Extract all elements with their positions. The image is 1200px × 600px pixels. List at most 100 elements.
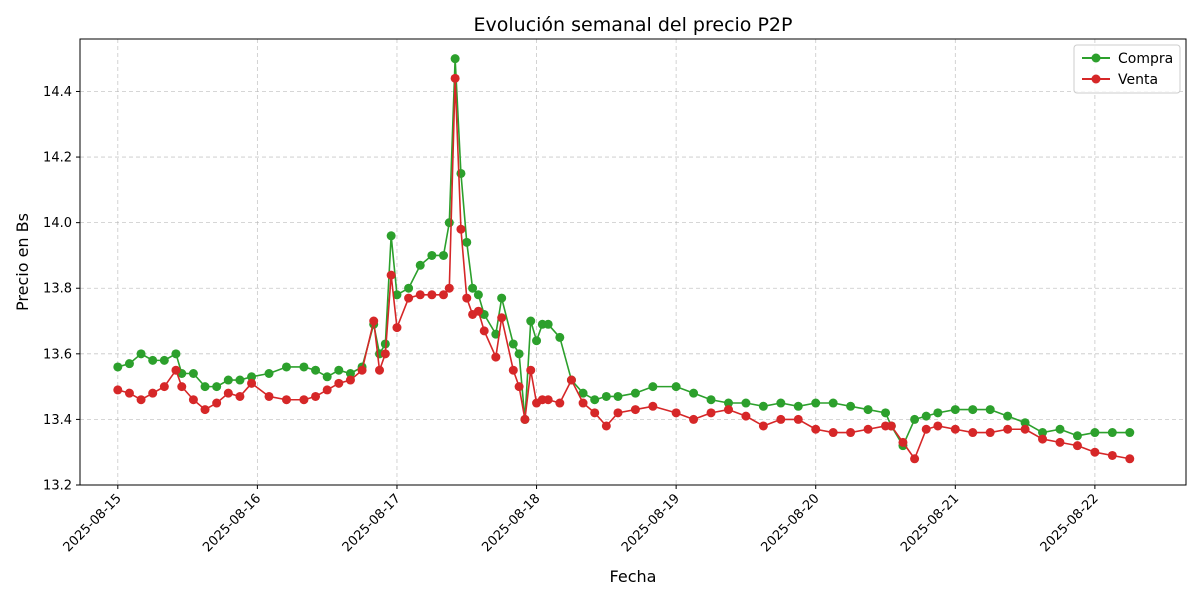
data-point-compra bbox=[950, 405, 960, 415]
data-point-compra bbox=[648, 382, 658, 392]
data-point-venta bbox=[648, 401, 658, 411]
data-point-venta bbox=[212, 398, 222, 408]
data-point-venta bbox=[386, 270, 396, 280]
data-point-compra bbox=[334, 365, 344, 375]
data-point-compra bbox=[630, 388, 640, 398]
data-point-venta bbox=[345, 375, 355, 385]
data-point-compra bbox=[532, 336, 542, 346]
data-point-venta bbox=[281, 395, 291, 405]
data-point-compra bbox=[281, 362, 291, 372]
data-point-compra bbox=[322, 372, 332, 382]
data-point-compra bbox=[223, 375, 233, 385]
data-point-compra bbox=[235, 375, 245, 385]
data-point-venta bbox=[427, 290, 437, 300]
data-point-venta bbox=[299, 395, 309, 405]
data-point-compra bbox=[811, 398, 821, 408]
data-point-compra bbox=[462, 237, 472, 247]
data-point-compra bbox=[793, 401, 803, 411]
data-point-compra bbox=[846, 401, 856, 411]
data-point-compra bbox=[590, 395, 600, 405]
data-point-compra bbox=[526, 316, 536, 326]
data-point-venta bbox=[1125, 454, 1135, 464]
data-point-compra bbox=[881, 408, 891, 418]
data-point-compra bbox=[933, 408, 943, 418]
legend: Compra Venta bbox=[1073, 44, 1181, 94]
legend-marker-compra bbox=[1091, 53, 1101, 63]
data-point-venta bbox=[671, 408, 681, 418]
data-point-venta bbox=[811, 424, 821, 434]
data-point-venta bbox=[898, 437, 908, 447]
data-point-venta bbox=[223, 388, 233, 398]
x-axis-label: Fecha bbox=[610, 567, 657, 586]
data-point-venta bbox=[793, 414, 803, 424]
data-point-compra bbox=[671, 382, 681, 392]
data-point-venta bbox=[497, 313, 507, 323]
data-point-compra bbox=[1125, 428, 1135, 438]
data-point-venta bbox=[590, 408, 600, 418]
data-point-venta bbox=[828, 428, 838, 438]
data-point-compra bbox=[689, 388, 699, 398]
data-point-venta bbox=[392, 323, 402, 333]
data-point-venta bbox=[456, 224, 466, 234]
legend-marker-venta bbox=[1091, 74, 1101, 84]
data-point-venta bbox=[404, 293, 414, 303]
data-point-compra bbox=[543, 319, 553, 329]
data-point-compra bbox=[264, 369, 274, 378]
data-point-venta bbox=[124, 388, 134, 398]
data-point-compra bbox=[113, 362, 123, 372]
data-point-venta bbox=[188, 395, 198, 405]
data-point-compra bbox=[404, 283, 414, 293]
data-point-venta bbox=[177, 382, 187, 392]
data-point-venta bbox=[1055, 437, 1065, 447]
data-point-compra bbox=[171, 349, 181, 359]
data-point-venta bbox=[450, 73, 460, 83]
data-point-venta bbox=[200, 405, 210, 415]
data-point-compra bbox=[1038, 428, 1048, 438]
y-tick-label: 13.4 bbox=[43, 413, 72, 428]
data-point-compra bbox=[555, 332, 565, 342]
data-point-compra bbox=[345, 369, 355, 378]
data-point-venta bbox=[543, 395, 553, 405]
data-point-venta bbox=[985, 428, 995, 438]
data-point-venta bbox=[910, 454, 920, 464]
data-point-compra bbox=[456, 168, 466, 178]
y-tick-label: 13.2 bbox=[43, 479, 72, 494]
data-point-venta bbox=[950, 424, 960, 434]
data-point-compra bbox=[299, 362, 309, 372]
data-point-compra bbox=[910, 414, 920, 424]
y-axis-label: Precio en Bs bbox=[13, 213, 32, 311]
data-point-compra bbox=[1055, 424, 1065, 434]
data-point-compra bbox=[776, 398, 786, 408]
data-point-compra bbox=[148, 355, 158, 365]
data-point-venta bbox=[578, 398, 588, 408]
data-point-compra bbox=[427, 250, 437, 260]
data-point-venta bbox=[148, 388, 158, 398]
data-point-venta bbox=[235, 391, 245, 401]
y-tick-label: 14.4 bbox=[43, 85, 72, 100]
y-tick-label: 13.6 bbox=[43, 347, 72, 362]
data-point-compra bbox=[439, 250, 448, 260]
data-point-compra bbox=[863, 405, 873, 415]
data-point-venta bbox=[415, 290, 425, 300]
data-point-venta bbox=[706, 408, 716, 418]
data-point-compra bbox=[473, 290, 483, 300]
data-point-compra bbox=[1107, 428, 1117, 438]
data-point-compra bbox=[613, 391, 623, 401]
data-point-compra bbox=[723, 398, 733, 408]
data-point-compra bbox=[124, 359, 134, 369]
data-point-compra bbox=[386, 231, 396, 241]
data-point-compra bbox=[1020, 418, 1030, 428]
data-point-venta bbox=[1090, 447, 1100, 457]
data-point-venta bbox=[136, 395, 146, 405]
data-point-compra bbox=[601, 391, 611, 401]
data-point-venta bbox=[369, 316, 379, 326]
data-point-venta bbox=[264, 391, 274, 401]
data-point-venta bbox=[921, 424, 931, 434]
data-point-venta bbox=[886, 421, 896, 431]
data-point-venta bbox=[311, 391, 321, 401]
data-point-venta bbox=[380, 349, 390, 359]
data-point-compra bbox=[985, 405, 995, 415]
data-point-venta bbox=[357, 365, 367, 375]
y-tick-label: 14.2 bbox=[43, 151, 72, 166]
series-venta bbox=[113, 73, 1135, 464]
